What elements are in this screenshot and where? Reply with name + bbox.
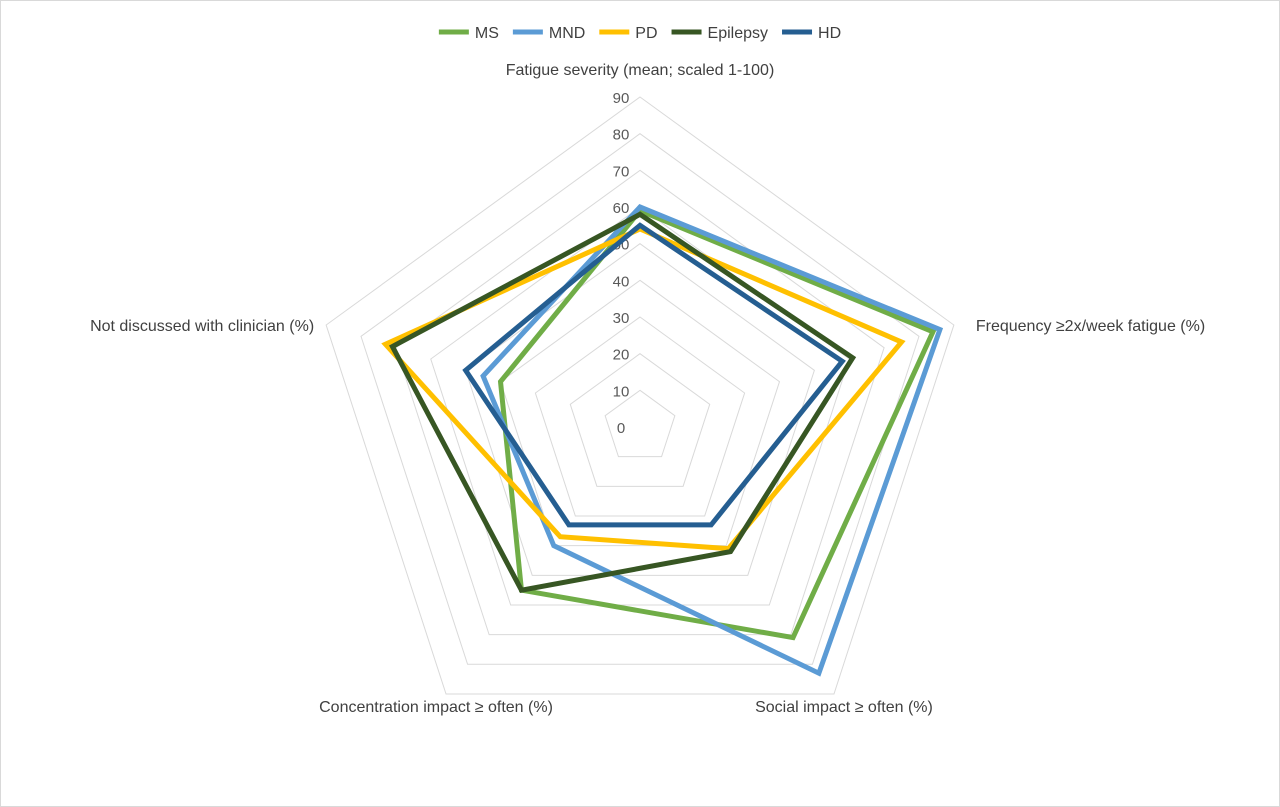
grid-ring (499, 279, 781, 547)
legend-label-mnd: MND (549, 25, 585, 42)
tick-label: 20 (613, 347, 630, 364)
grid-ring (534, 316, 746, 517)
legend: MS MND PD Epilepsy HD (438, 25, 841, 42)
grid-ring (325, 96, 955, 695)
legend-label-pd: PD (635, 25, 657, 42)
axis-label: Social impact ≥ often (%) (755, 699, 933, 716)
axis-label: Frequency ≥2x/week fatigue (%) (976, 318, 1205, 335)
series-line-mnd (480, 204, 944, 677)
tick-label: 80 (613, 127, 630, 144)
series-lines (381, 204, 944, 677)
tick-label: 60 (613, 200, 630, 217)
axis-label: Fatigue severity (mean; scaled 1-100) (506, 62, 775, 79)
tick-label: 30 (613, 310, 630, 327)
legend-label-ms: MS (475, 25, 499, 42)
grid-ring (569, 353, 711, 487)
tick-label: 40 (613, 273, 630, 290)
series-line-pd (381, 226, 906, 552)
radar-grid (325, 96, 955, 695)
tick-label: 90 (613, 90, 630, 107)
legend-label-epilepsy: Epilepsy (708, 25, 768, 42)
tick-label: 10 (613, 383, 630, 400)
axis-label: Not discussed with clinician (%) (90, 318, 314, 335)
grid-ring (604, 389, 676, 458)
axis-labels: Fatigue severity (mean; scaled 1-100) Fre… (90, 62, 1205, 716)
series-line-ms (497, 207, 937, 641)
series-line-hd (462, 222, 846, 528)
series-line-epilepsy (389, 211, 857, 593)
axis-label: Concentration impact ≥ often (%) (319, 699, 553, 716)
tick-label: 70 (613, 163, 630, 180)
tick-label: 0 (617, 420, 625, 437)
legend-label-hd: HD (818, 25, 841, 42)
